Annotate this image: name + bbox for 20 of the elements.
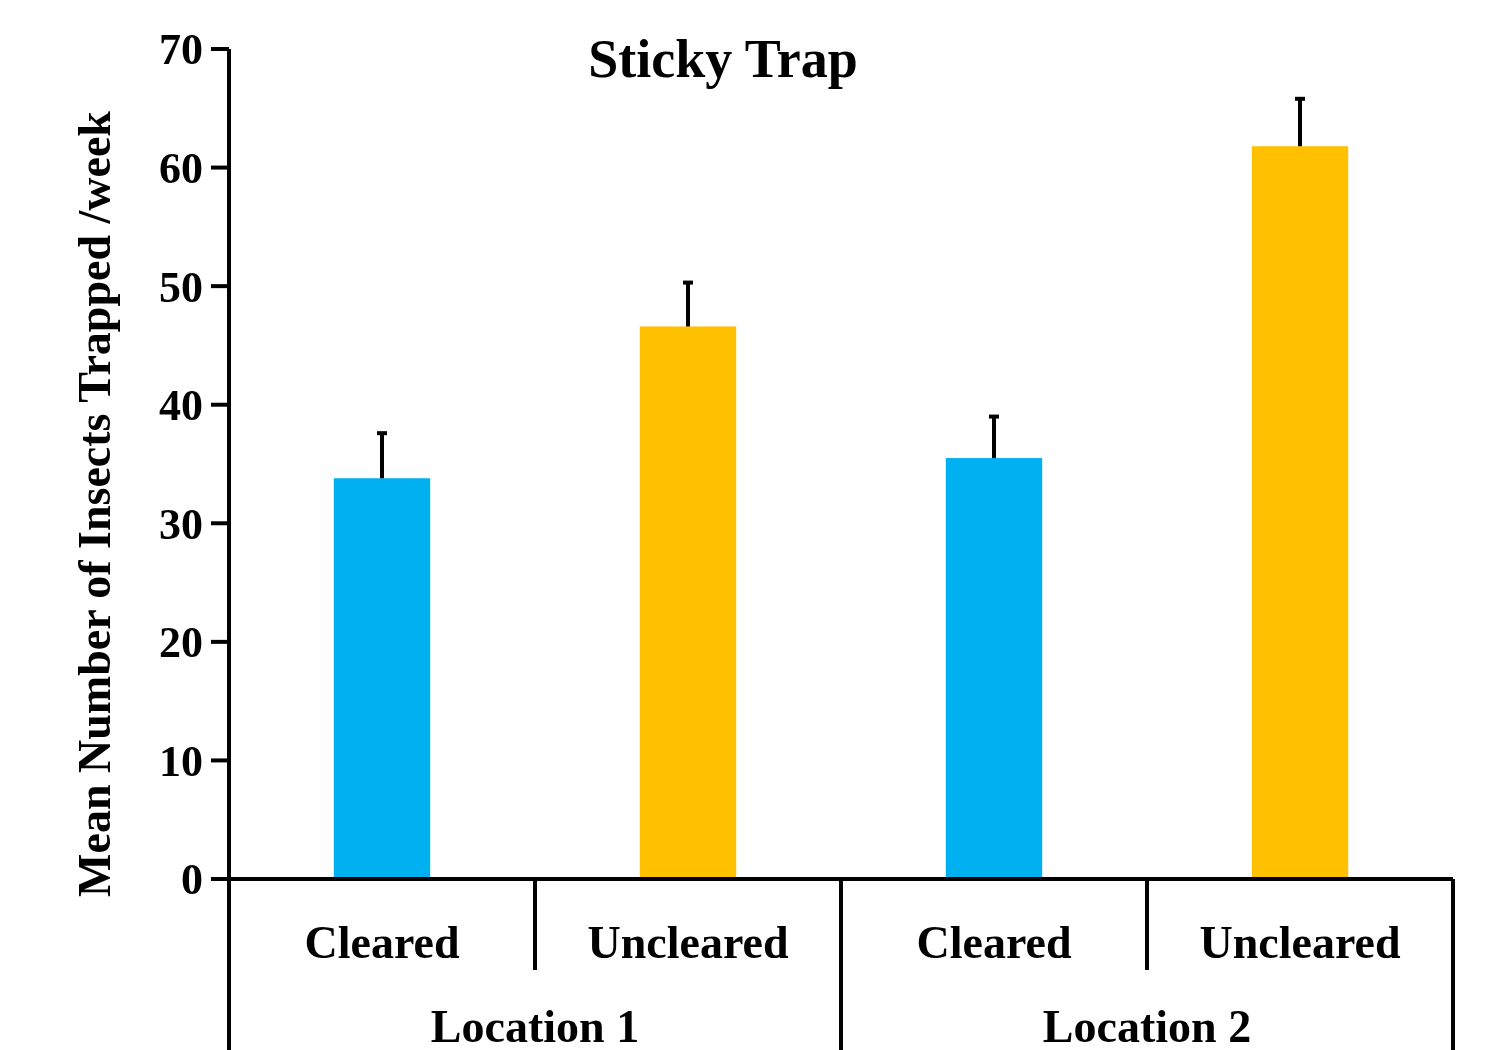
x-tick-label: Cleared xyxy=(916,917,1072,968)
bar xyxy=(945,458,1043,879)
y-tick-label: 30 xyxy=(159,499,203,549)
chart-title: Sticky Trap xyxy=(588,29,858,89)
text: Location 2 xyxy=(1042,1001,1252,1050)
y-tick-label: 70 xyxy=(159,25,203,75)
y-tick-label: 60 xyxy=(159,143,203,193)
x-tick-label: Uncleared xyxy=(587,917,789,968)
y-tick-label: 20 xyxy=(159,618,203,668)
x-tick-label: Uncleared xyxy=(1199,917,1401,968)
y-tick-label: 0 xyxy=(181,855,203,905)
bar xyxy=(333,478,431,879)
y-tick-label: 50 xyxy=(159,262,203,312)
y-tick-label: 40 xyxy=(159,381,203,431)
bar xyxy=(1251,146,1349,879)
y-tick-label: 10 xyxy=(159,736,203,786)
x-tick-label: Cleared xyxy=(304,917,460,968)
y-axis-title: Mean Number of Insects Trapped /week xyxy=(69,110,120,897)
text: Location 1 xyxy=(430,1001,640,1050)
bar xyxy=(639,326,737,879)
